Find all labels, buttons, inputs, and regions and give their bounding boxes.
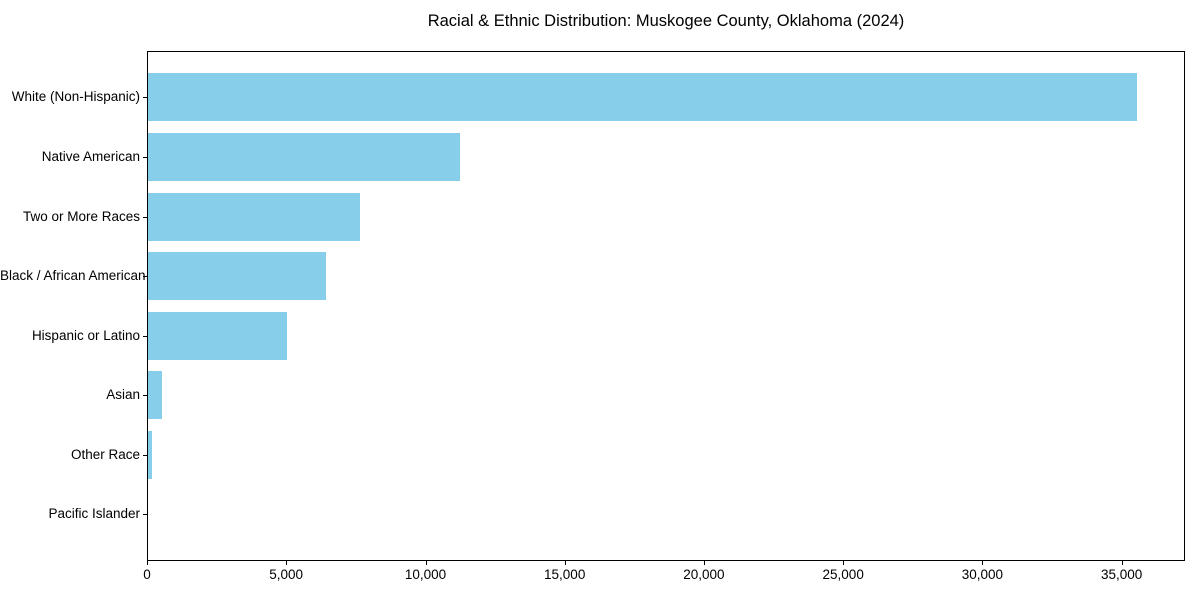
- x-tick-label: 10,000: [404, 567, 447, 582]
- y-tick-mark: [143, 97, 147, 99]
- y-tick-mark: [143, 335, 147, 337]
- x-tick-label: 35,000: [1100, 567, 1143, 582]
- bar: [148, 371, 162, 420]
- x-tick-mark: [982, 561, 984, 565]
- x-tick-label: 30,000: [961, 567, 1004, 582]
- x-tick-mark: [703, 561, 705, 565]
- y-tick-mark: [143, 276, 147, 278]
- plot-area: [147, 51, 1185, 561]
- chart-title: Racial & Ethnic Distribution: Muskogee C…: [427, 12, 905, 30]
- y-axis-label: Other Race: [70, 446, 140, 462]
- y-tick-mark: [143, 216, 147, 218]
- bar: [148, 430, 153, 479]
- y-tick-mark: [143, 395, 147, 397]
- y-axis-label: Two or More Races: [22, 208, 140, 224]
- y-axis-label: Native American: [41, 148, 140, 164]
- bar: [148, 192, 360, 241]
- y-axis-label: White (Non-Hispanic): [11, 89, 140, 105]
- y-axis-label: Hispanic or Latino: [31, 327, 140, 343]
- y-axis-label: Black / African American: [0, 268, 146, 284]
- x-tick-mark: [147, 561, 148, 565]
- x-tick-label: 25,000: [822, 567, 864, 582]
- x-tick-mark: [425, 561, 427, 565]
- x-tick-label: 20,000: [683, 567, 725, 582]
- x-tick-label: 0: [143, 567, 151, 582]
- y-tick-mark: [143, 157, 147, 158]
- bar: [148, 132, 460, 181]
- y-axis-label: Asian: [106, 387, 140, 403]
- x-tick-label: 5,000: [269, 567, 304, 582]
- bar: [148, 311, 288, 360]
- x-tick-mark: [286, 561, 288, 565]
- y-tick-mark: [143, 454, 147, 456]
- y-tick-mark: [143, 514, 147, 516]
- x-tick-mark: [1121, 561, 1123, 565]
- x-tick-mark: [843, 561, 845, 565]
- bar: [148, 252, 327, 301]
- x-tick-label: 15,000: [544, 567, 586, 582]
- bar: [148, 73, 1137, 122]
- y-axis-label: Pacific Islander: [48, 506, 140, 522]
- x-tick-mark: [564, 561, 566, 565]
